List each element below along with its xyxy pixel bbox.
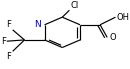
Text: F: F <box>7 20 11 29</box>
Text: OH: OH <box>117 13 130 22</box>
Text: F: F <box>1 37 6 46</box>
Text: Cl: Cl <box>71 1 79 10</box>
Text: O: O <box>110 33 116 42</box>
Text: F: F <box>7 52 11 61</box>
Text: N: N <box>34 20 41 29</box>
